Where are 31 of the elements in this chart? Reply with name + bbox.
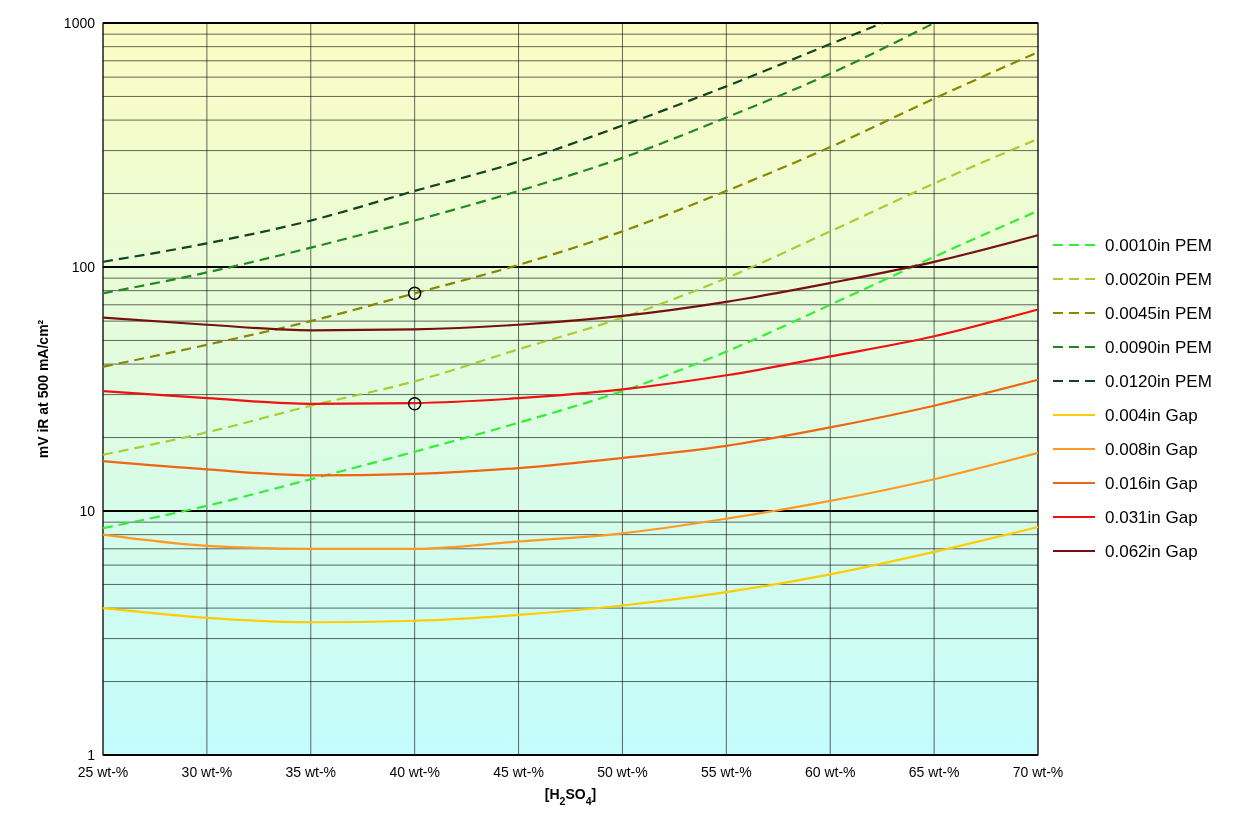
x-tick-label: 30 wt-% <box>181 764 233 780</box>
line-series <box>101 525 1040 624</box>
y-axis-title: mV iR at 500 mA/cm² <box>35 319 51 459</box>
x-tick-label: 35 wt-% <box>285 764 337 780</box>
line-series <box>101 451 1040 550</box>
y-tick-label: 1000 <box>63 15 96 31</box>
legend-label: 0.062in Gap <box>1105 542 1198 561</box>
legend-label: 0.0045in PEM <box>1105 304 1212 323</box>
legend-label: 0.008in Gap <box>1105 440 1198 459</box>
x-tick-label: 50 wt-% <box>597 764 648 780</box>
x-tick-label: 65 wt-% <box>908 764 960 780</box>
line-series <box>101 21 884 263</box>
y-tick-label: 10 <box>79 503 96 519</box>
x-tick-label: 45 wt-% <box>493 764 544 780</box>
x-axis-title: [H$_{2}$SO$_{4}$] <box>544 786 597 807</box>
x-tick-label: 40 wt-% <box>389 764 440 780</box>
x-tick-label: 70 wt-% <box>1012 764 1064 780</box>
legend-label: 0.0020in PEM <box>1105 270 1212 289</box>
legend-label: 0.0120in PEM <box>1105 372 1212 391</box>
y-tick-label: 100 <box>71 259 96 275</box>
y-tick-label: 1 <box>87 747 96 763</box>
x-tick-label: 60 wt-% <box>804 764 856 780</box>
legend-label: 0.0090in PEM <box>1105 338 1212 357</box>
x-tick-label: 55 wt-% <box>701 764 752 780</box>
legend-label: 0.031in Gap <box>1105 508 1198 527</box>
line-series <box>101 234 1040 332</box>
x-tick-label: 25 wt-% <box>77 764 129 780</box>
legend-label: 0.0010in PEM <box>1105 236 1212 255</box>
legend-label: 0.004in Gap <box>1105 406 1198 425</box>
line-series <box>101 378 1040 477</box>
legend-label: 0.016in Gap <box>1105 474 1198 493</box>
